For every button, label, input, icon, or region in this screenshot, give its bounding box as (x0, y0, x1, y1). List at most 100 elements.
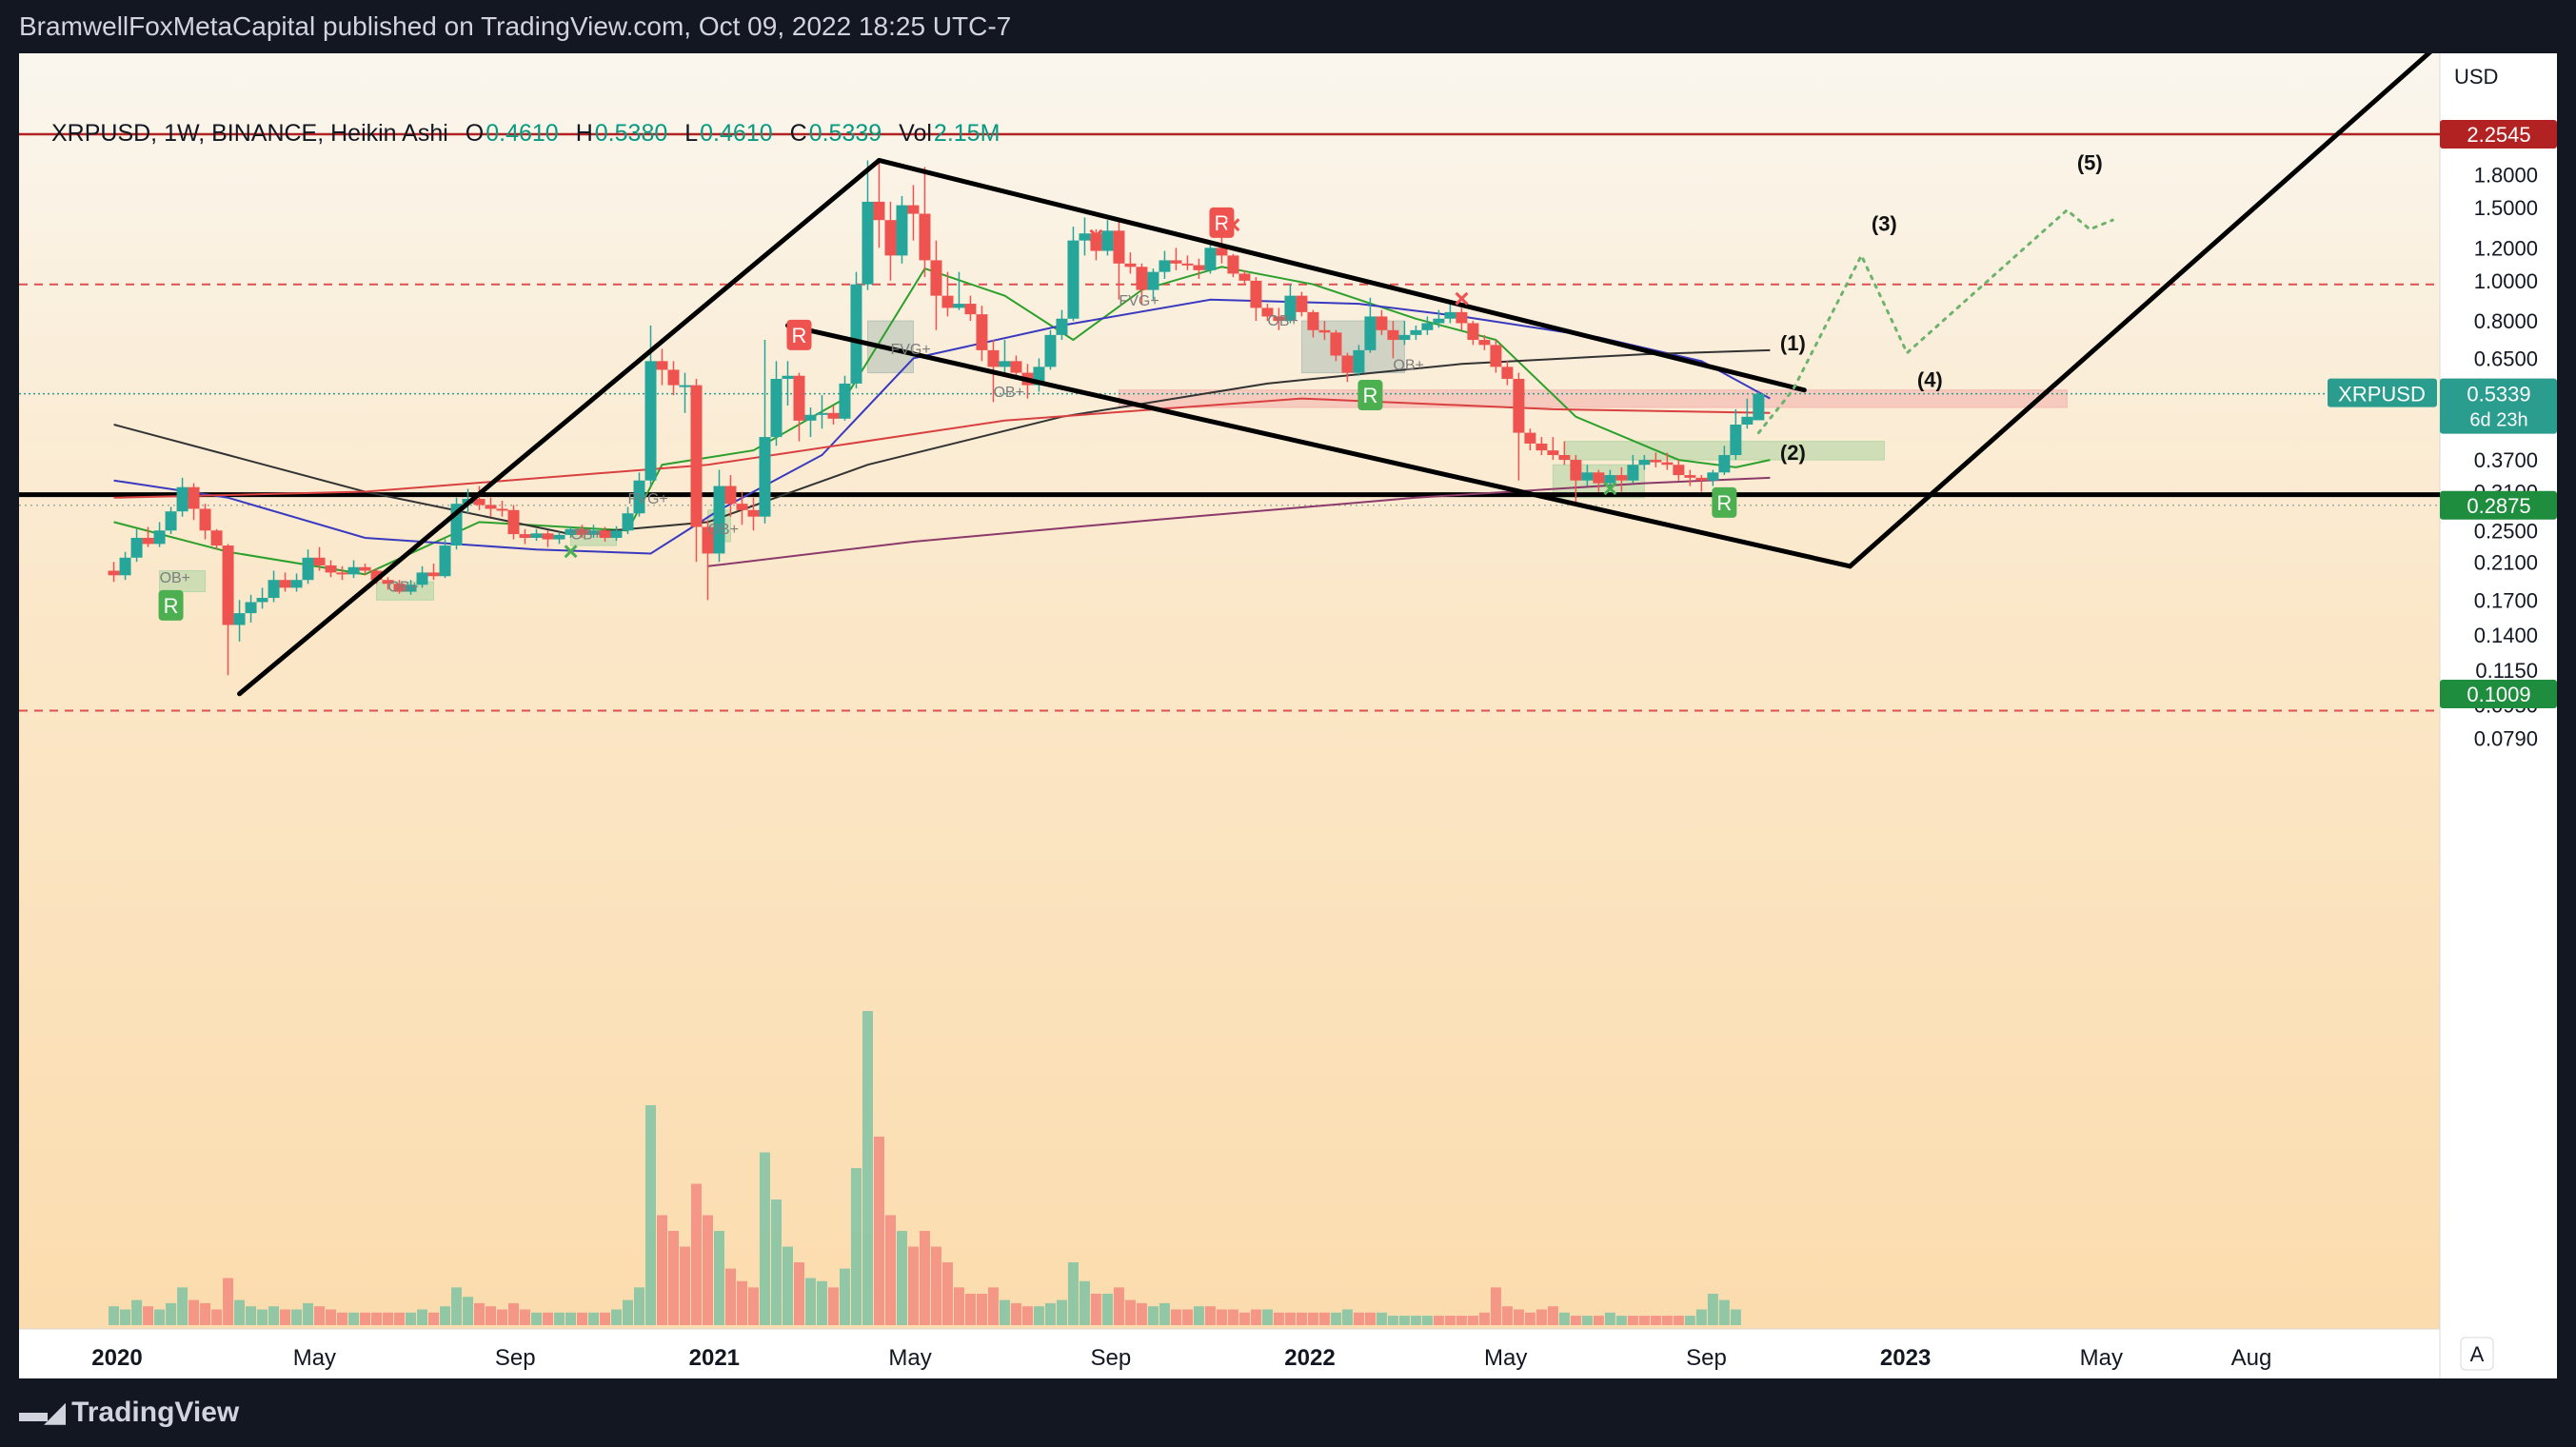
publish-info: BramwellFoxMetaCapital published on Trad… (19, 11, 1012, 41)
volume-bar (690, 1183, 702, 1325)
volume-bar (1159, 1302, 1170, 1325)
time-tick-label: May (2080, 1345, 2123, 1371)
candle-body (1490, 345, 1502, 367)
candle-body (1501, 367, 1514, 379)
price-tick-label: 1.8000 (2474, 164, 2538, 188)
volume-bar (246, 1306, 257, 1325)
signal-badge (158, 589, 184, 621)
candle-body (1238, 273, 1251, 281)
symbol-legend[interactable]: XRPUSD, 1W, BINANCE, Heikin Ashi O 0.4610… (51, 120, 1000, 148)
moving-averages-layer (113, 266, 1771, 576)
price-tick-label: 1.0000 (2474, 269, 2538, 293)
volume-bar (793, 1262, 804, 1325)
signal-cross: × (1225, 210, 1240, 240)
candle-body (313, 557, 326, 565)
price-tick-label: 0.6500 (2474, 347, 2538, 370)
wave-label: (2) (1780, 441, 1806, 465)
price-chart[interactable]: FVG+FVG+FVG+OB+OB+OB+OB+OB+ OB+OB+ RRRRR×… (19, 53, 2557, 1378)
volume-bar (1033, 1306, 1044, 1325)
candle-body (1124, 263, 1137, 268)
volume-bar (896, 1231, 907, 1325)
volume-bar (1421, 1316, 1433, 1325)
volume-bar (1067, 1262, 1079, 1325)
volume-bar (1113, 1287, 1124, 1325)
auto-scale-button[interactable] (2460, 1337, 2494, 1371)
tradingview-logo[interactable]: ▬◢ TradingView (19, 1396, 239, 1429)
volume-bar (804, 1278, 816, 1325)
candle-body (1353, 349, 1365, 373)
zone-label: OB+ (388, 580, 419, 596)
volume-bar (463, 1297, 474, 1325)
candle-body (1056, 318, 1068, 335)
signal-cross: × (1454, 284, 1469, 313)
volume-bar (1021, 1306, 1033, 1325)
volume-bar (1170, 1309, 1181, 1325)
channel-lines-layer (237, 53, 2432, 697)
volume-bar (508, 1302, 520, 1325)
candle-body (1615, 475, 1628, 481)
wave-label: (5) (2077, 150, 2103, 174)
chart-frame[interactable]: FVG+ FVG+ FVG+ OB+ OB+ OB+ OB+ OB+ OB+ OB+ R R R R R ×… (19, 53, 2557, 1378)
candle-body (1010, 361, 1022, 373)
signal-badge-text: R (792, 324, 807, 347)
zone-labels-layer: FVG+ FVG+ FVG+ OB+ OB+ OB+ OB+ OB+ OB+ OB+ (160, 293, 1424, 595)
volume-bar (1090, 1294, 1101, 1325)
candle-body (233, 613, 246, 625)
volume-bar (816, 1280, 827, 1325)
volume-bar (314, 1306, 326, 1325)
candle-body (1398, 334, 1411, 341)
candle-body (702, 526, 714, 554)
candle-body (759, 437, 771, 517)
volume-bar (1353, 1312, 1364, 1325)
volume-bar (417, 1309, 428, 1325)
zone-label: FVG+ (890, 342, 930, 358)
channel-line (237, 157, 882, 697)
last-price-label-bg (2440, 378, 2557, 434)
volume-bar (200, 1302, 211, 1325)
signal-badge-text: R (1214, 211, 1229, 235)
volume-bar (143, 1306, 154, 1325)
open-label: O (465, 120, 485, 147)
time-tick-label: May (293, 1345, 336, 1371)
symbol-label: XRPUSD (2338, 383, 2426, 406)
candle-body (850, 284, 862, 384)
candle-body (1067, 240, 1080, 319)
volume-bar (1204, 1306, 1216, 1325)
volume-bar (1250, 1309, 1261, 1325)
volume-bar (1044, 1302, 1056, 1325)
candle-body (519, 534, 531, 538)
horizontal-lines-layer (19, 132, 2440, 712)
zone-box (1118, 389, 2068, 408)
candle-body (199, 508, 211, 531)
candle-body (370, 570, 383, 581)
zone-label: OB+ (571, 527, 602, 544)
volume-bar (109, 1306, 120, 1325)
candle-body (576, 528, 588, 535)
symbol-label-bg (2328, 378, 2437, 407)
candle-body (1079, 233, 1091, 241)
price-label-bg (2440, 490, 2557, 520)
signal-badge (1357, 380, 1383, 411)
candle-body (530, 533, 543, 538)
wave-label: (1) (1780, 331, 1806, 355)
volume-bar (600, 1312, 611, 1325)
moving-average-line (707, 476, 1771, 567)
candle-body (941, 295, 954, 308)
volume-bar (634, 1287, 645, 1325)
volume-bar (1296, 1312, 1307, 1325)
volume-bar (223, 1278, 234, 1325)
wave-label: (3) (1872, 211, 1897, 235)
volume-bar (1341, 1309, 1353, 1325)
volume-bar (1147, 1306, 1159, 1325)
volume-bar (291, 1309, 303, 1325)
candle-body (427, 572, 440, 577)
volume-bar (211, 1309, 223, 1325)
zone-label: FVG+ (1119, 293, 1159, 309)
candle-body (1387, 329, 1399, 341)
volume-bar (565, 1312, 577, 1325)
volume-bar (953, 1287, 964, 1325)
price-tick-label: 0.2100 (2474, 550, 2538, 574)
volume-bar (485, 1306, 497, 1325)
candle-body (999, 361, 1011, 367)
volume-bar (1456, 1316, 1467, 1325)
